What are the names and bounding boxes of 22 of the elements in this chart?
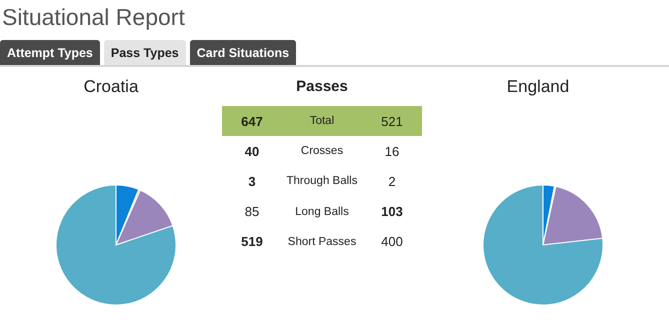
- text: Passes: [295, 78, 349, 95]
- text: 40: [244, 144, 260, 159]
- text: 2: [387, 174, 397, 189]
- text: Attempt Types: [0, 40, 100, 66]
- text: Situational Report: [2, 4, 185, 31]
- text: 519: [240, 234, 264, 250]
- text: 400: [380, 234, 404, 250]
- text: Total: [308, 115, 336, 127]
- text: Long Balls: [294, 206, 350, 218]
- chart-title: England: [506, 76, 570, 98]
- text: Card Situations: [190, 40, 296, 66]
- text: 3: [247, 174, 257, 189]
- text: 16: [384, 144, 400, 159]
- text: Pass Types: [104, 40, 186, 66]
- chart-title: Croatia: [82, 76, 140, 98]
- text: 103: [380, 204, 404, 220]
- text: Crosses: [300, 145, 344, 158]
- text: 521: [380, 114, 404, 128]
- text: 85: [244, 204, 260, 220]
- text: Short Passes: [286, 236, 358, 248]
- text: Through Balls: [286, 175, 358, 188]
- text: 647: [240, 114, 264, 128]
